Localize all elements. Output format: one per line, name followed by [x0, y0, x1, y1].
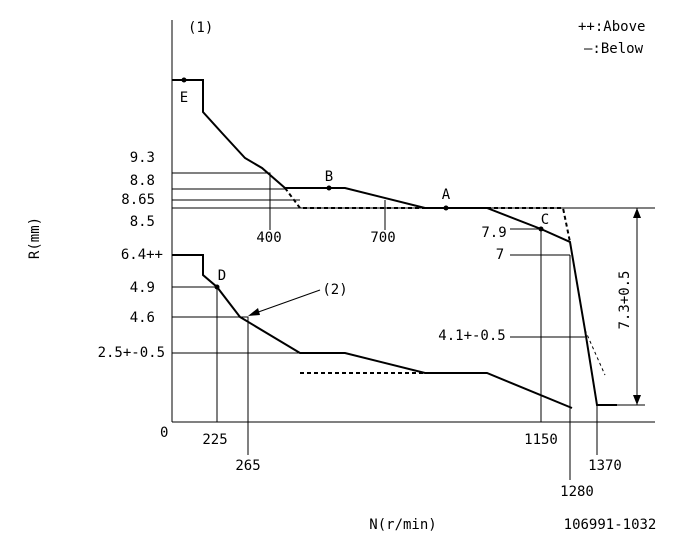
- legend: ++:Above: [578, 19, 645, 35]
- point-label: A: [442, 187, 451, 203]
- point-label: C: [541, 212, 549, 228]
- axis-title: R(mm): [27, 217, 43, 259]
- y-label: 8.65: [121, 192, 155, 208]
- curves: [172, 77, 617, 409]
- axis-title: N(r/min): [369, 517, 436, 533]
- right-label: 4.1+-0.5: [438, 328, 505, 344]
- y-label: 4.6: [130, 310, 155, 326]
- point-label: B: [325, 169, 333, 185]
- x-label: 1150: [524, 432, 558, 448]
- axes: [171, 20, 655, 423]
- origin: 0: [160, 425, 168, 441]
- code: 106991-1032: [564, 517, 657, 533]
- legend: —:Below: [584, 41, 644, 57]
- point-label: (2): [322, 282, 347, 298]
- y-label: 8.5: [130, 214, 155, 230]
- right-label: 7: [496, 247, 504, 263]
- y-label: 2.5+-0.5: [98, 345, 165, 361]
- x-label: 400: [256, 230, 281, 246]
- x-label: 1370: [588, 458, 622, 474]
- y-label: 4.9: [130, 280, 155, 296]
- right-label: 7.3+0.5: [617, 270, 633, 329]
- leaders: [172, 172, 655, 480]
- x-label: 1280: [560, 484, 594, 500]
- point-label: D: [218, 268, 226, 284]
- x-label: 700: [370, 230, 395, 246]
- y-label: 8.8: [130, 173, 155, 189]
- y-label: 9.3: [130, 150, 155, 166]
- texts: (1) ++:Above —:Below R(mm) N(r/min) 0 10…: [27, 19, 656, 533]
- point-label: E: [180, 90, 188, 106]
- marker: (1): [188, 20, 213, 36]
- x-label: 225: [202, 432, 227, 448]
- x-label: 265: [235, 458, 260, 474]
- y-label: 6.4++: [121, 247, 163, 263]
- right-label: 7.9: [481, 225, 506, 241]
